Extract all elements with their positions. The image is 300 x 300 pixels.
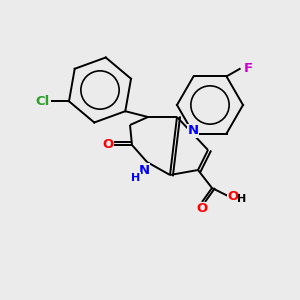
Text: N: N xyxy=(188,124,199,137)
Text: F: F xyxy=(244,62,253,75)
Text: Cl: Cl xyxy=(36,95,50,108)
Text: O: O xyxy=(227,190,239,202)
Text: N: N xyxy=(138,164,150,176)
Text: H: H xyxy=(131,173,141,183)
Text: O: O xyxy=(102,139,114,152)
Text: H: H xyxy=(237,194,247,204)
Text: O: O xyxy=(196,202,208,215)
